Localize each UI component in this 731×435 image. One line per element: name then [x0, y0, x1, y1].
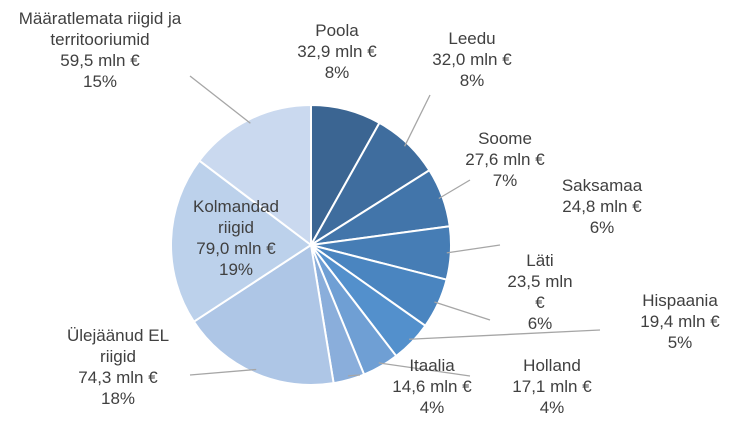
- category-label: Läti: [526, 251, 554, 270]
- leader-line: [434, 301, 491, 321]
- category-label: Määratlemata riigid ja territooriumid: [18, 9, 182, 49]
- slice-label: Hispaania 19,4 mln € 5%: [625, 290, 731, 353]
- leader-line: [189, 368, 257, 376]
- percent-label: 6%: [589, 218, 615, 237]
- percent-label: 4%: [419, 398, 445, 417]
- pie-slice: [170, 159, 313, 324]
- leader-line: [446, 244, 501, 254]
- value-label: 79,0 mln €: [196, 239, 276, 258]
- pie-slice: [197, 103, 312, 248]
- value-label: 19,4 mln €: [640, 312, 720, 331]
- leader-line: [409, 329, 601, 340]
- category-label: Soome: [478, 129, 532, 148]
- category-label: Kolmandad riigid: [192, 197, 279, 237]
- slice-label: Saksamaa 24,8 mln € 6%: [547, 175, 657, 238]
- leader-line: [347, 374, 361, 377]
- leader-line: [189, 75, 251, 124]
- percent-label: 5%: [667, 333, 693, 352]
- category-label: Itaalia: [409, 356, 455, 375]
- percent-label: 8%: [324, 63, 350, 82]
- category-label: Poola: [315, 21, 359, 40]
- value-label: 24,8 mln €: [562, 197, 642, 216]
- percent-label: 15%: [82, 72, 118, 91]
- leader-line: [404, 94, 431, 147]
- value-label: 59,5 mln €: [60, 51, 140, 70]
- percent-label: 6%: [527, 314, 553, 333]
- slice-label: Itaalia 14,6 mln € 4%: [377, 355, 487, 418]
- pie-slice: [192, 243, 335, 386]
- value-label: 32,0 mln €: [432, 50, 512, 69]
- category-label: Ülejäänud EL riigid: [66, 326, 170, 366]
- percent-label: 7%: [492, 171, 518, 190]
- slice-label: Kolmandad riigid 79,0 mln € 19%: [181, 196, 291, 280]
- slice-label: Ülejäänud EL riigid 74,3 mln € 18%: [48, 325, 188, 409]
- leader-line: [438, 179, 471, 200]
- percent-label: 4%: [539, 398, 565, 417]
- slice-label: Soome 27,6 mln € 7%: [450, 128, 560, 191]
- percent-label: 8%: [459, 71, 485, 90]
- category-label: Leedu: [448, 29, 496, 48]
- value-label: 74,3 mln €: [78, 368, 158, 387]
- value-label: 27,6 mln €: [465, 150, 545, 169]
- value-label: 32,9 mln €: [297, 42, 377, 61]
- category-label: Hispaania: [642, 291, 718, 310]
- slice-label: Läti 23,5 mln € 6%: [505, 250, 575, 334]
- slice-label: Holland 17,1 mln € 4%: [497, 355, 607, 418]
- slice-label: Leedu 32,0 mln € 8%: [417, 28, 527, 91]
- percent-label: 19%: [218, 260, 254, 279]
- category-label: Saksamaa: [561, 176, 643, 195]
- value-label: 17,1 mln €: [512, 377, 592, 396]
- percent-label: 18%: [100, 389, 136, 408]
- value-label: 23,5 mln €: [507, 272, 573, 312]
- category-label: Holland: [523, 356, 581, 375]
- slice-label: Poola 32,9 mln € 8%: [277, 20, 397, 83]
- slice-label: Määratlemata riigid ja territooriumid 59,…: [5, 8, 195, 92]
- value-label: 14,6 mln €: [392, 377, 472, 396]
- leader-line: [378, 362, 471, 377]
